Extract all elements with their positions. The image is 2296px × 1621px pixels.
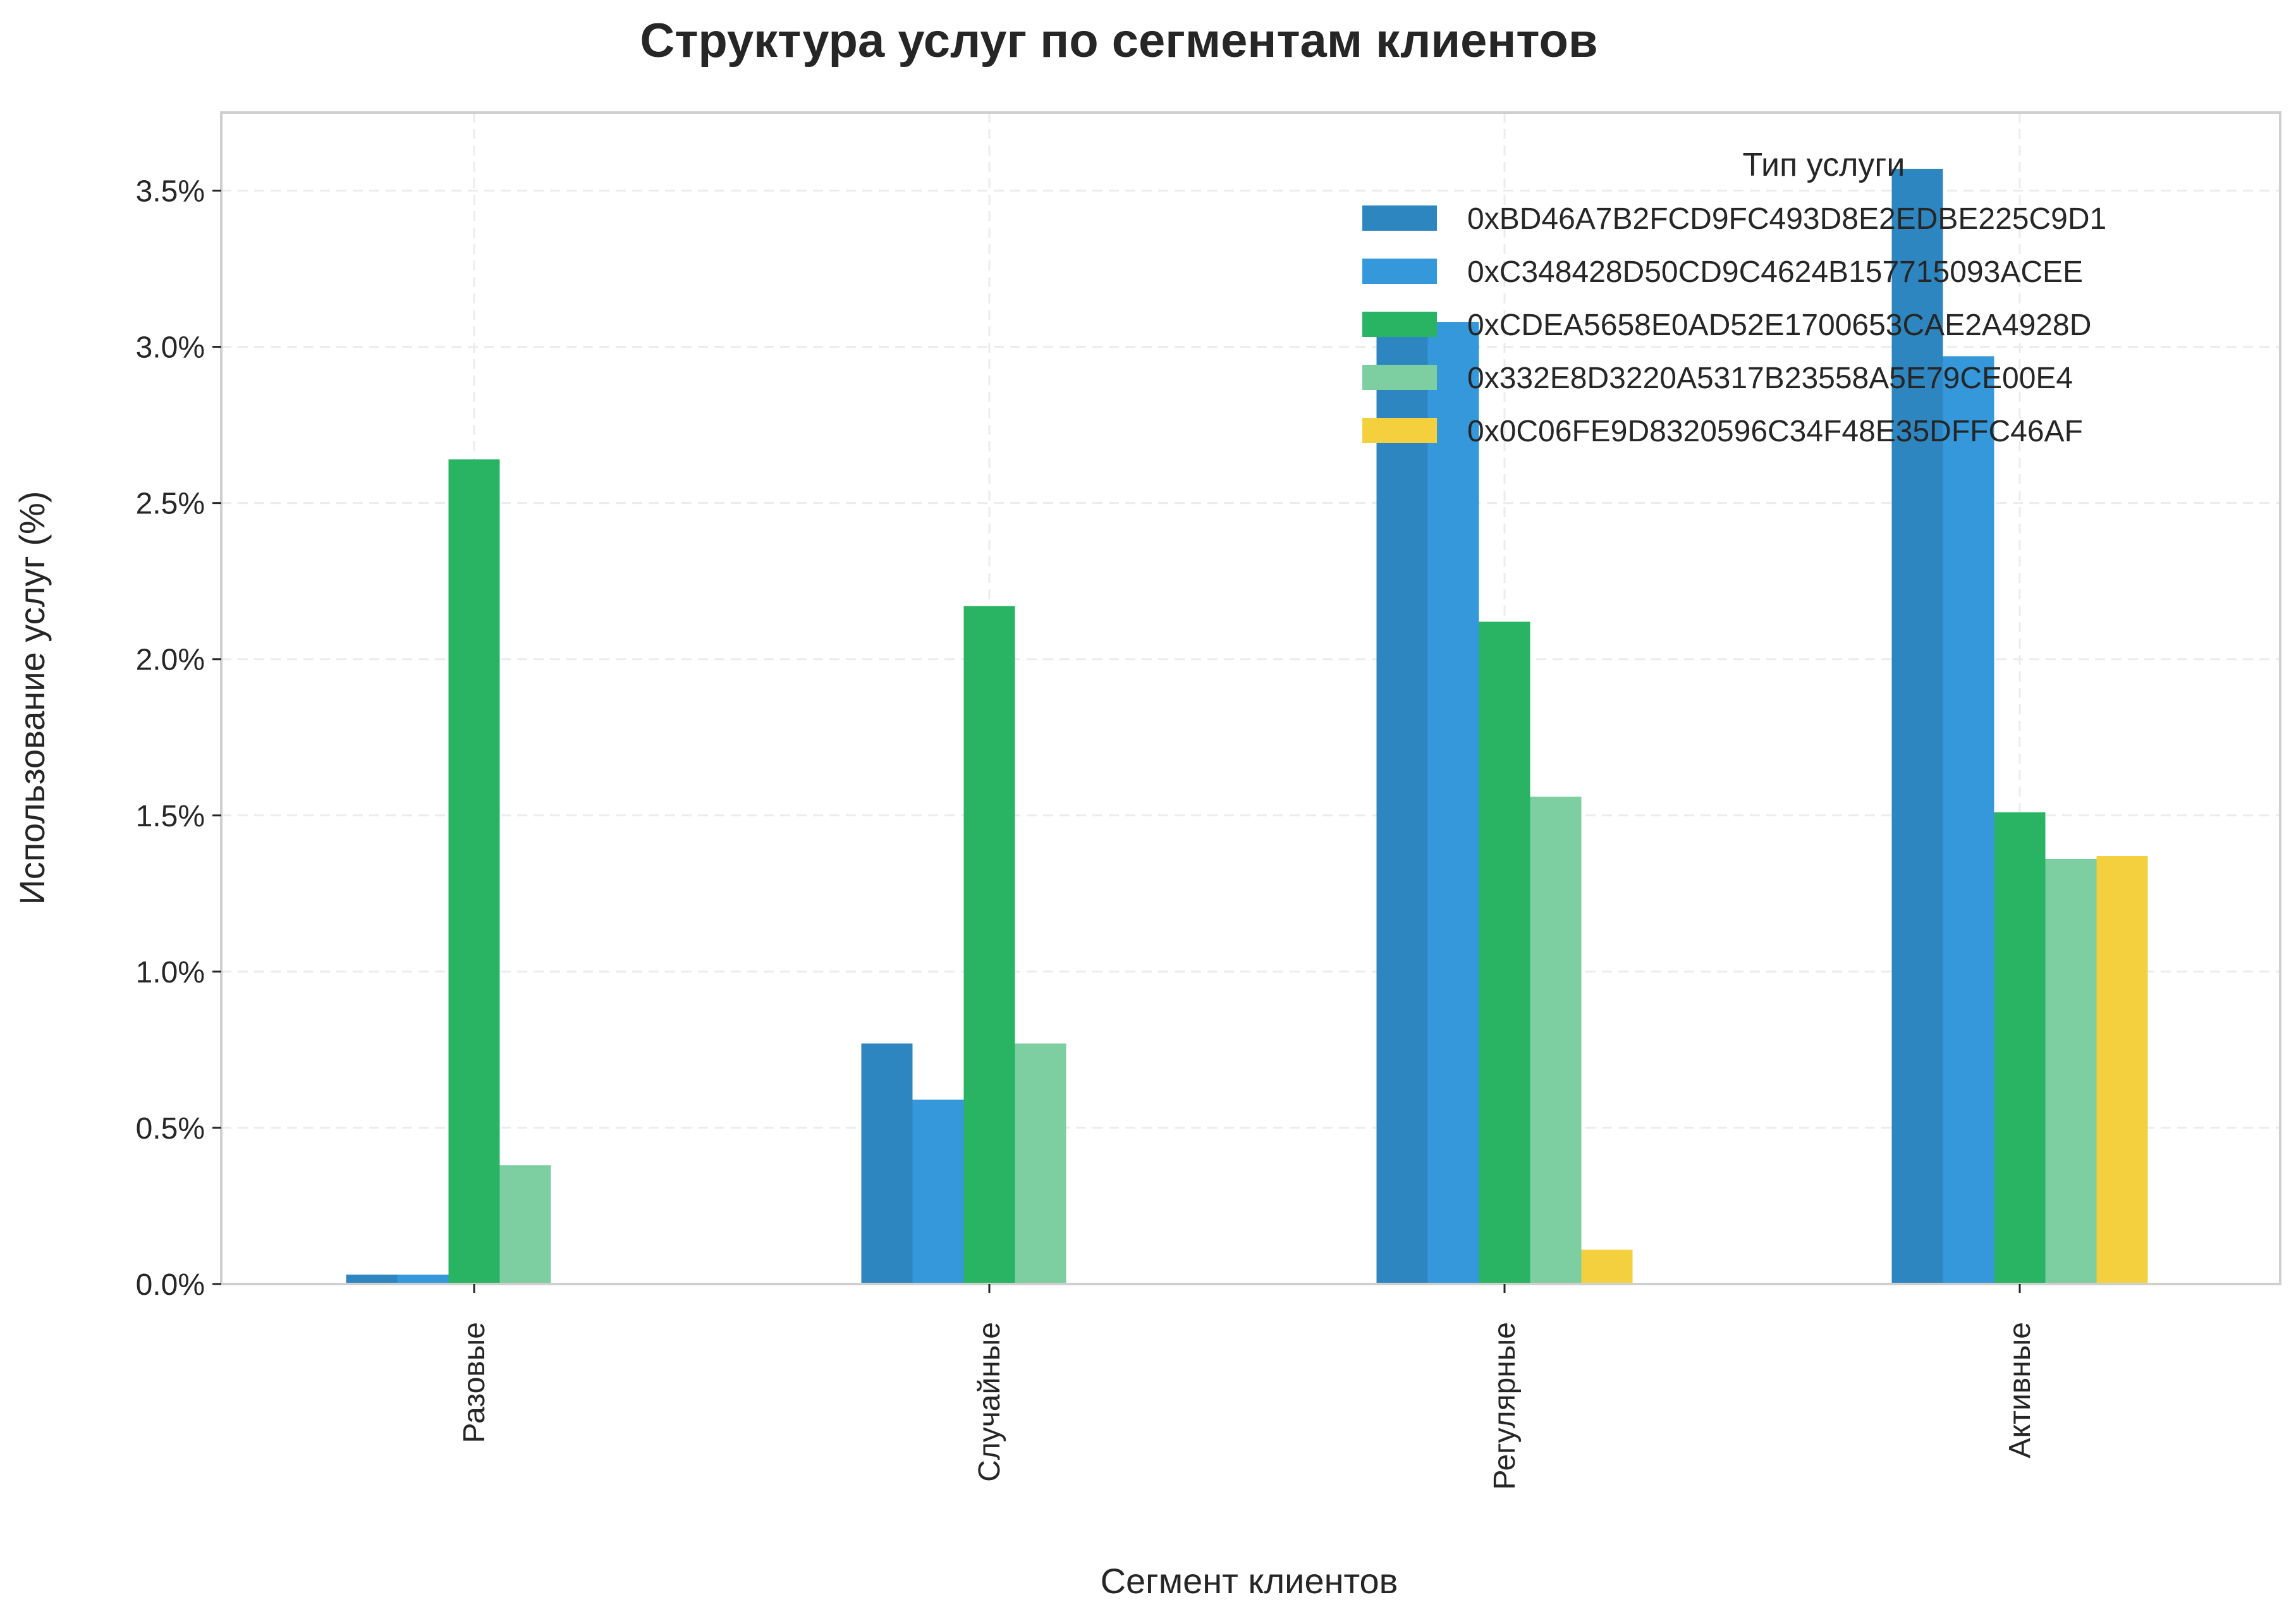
y-tick-label: 0.5% bbox=[136, 1112, 205, 1146]
bars-layer bbox=[346, 168, 2148, 1285]
legend-label: 0xBD46A7B2FCD9FC493D8E2EDBE225C9D1 bbox=[1467, 202, 2106, 236]
legend-label: 0xC348428D50CD9C4624B157715093ACEE bbox=[1467, 255, 2083, 289]
bar bbox=[2045, 859, 2097, 1284]
legend-swatch bbox=[1362, 259, 1437, 284]
x-tick-label: Разовые bbox=[458, 1322, 491, 1443]
legend: Тип услуги 0xBD46A7B2FCD9FC493D8E2EDBE22… bbox=[1362, 147, 2106, 448]
y-tick-label: 1.5% bbox=[136, 800, 205, 833]
legend-label: 0xCDEA5658E0AD52E1700653CAE2A4928D bbox=[1467, 309, 2091, 342]
plot-frame bbox=[220, 111, 2281, 1285]
y-tick-label: 0.0% bbox=[136, 1268, 205, 1302]
y-tick-label: 1.0% bbox=[136, 956, 205, 989]
x-axis-label: Сегмент клиентов bbox=[1101, 1561, 1398, 1601]
y-tick-label: 2.5% bbox=[136, 487, 205, 521]
legend-swatch bbox=[1362, 205, 1437, 231]
y-axis-label: Использование услуг (%) bbox=[12, 491, 52, 905]
bar bbox=[499, 1165, 551, 1284]
y-tick-label: 3.5% bbox=[136, 175, 205, 209]
y-tick-label: 2.0% bbox=[136, 644, 205, 677]
legend-swatch bbox=[1362, 312, 1437, 337]
bar bbox=[448, 459, 500, 1284]
bar bbox=[1943, 356, 1994, 1284]
legend-swatch bbox=[1362, 365, 1437, 390]
chart-title: Структура услуг по сегментам клиентов bbox=[640, 14, 1597, 68]
legend-label: 0x332E8D3220A5317B23558A5E79CE00E4 bbox=[1467, 362, 2073, 395]
legend-label: 0x0C06FE9D8320596C34F48E35DFFC46AF bbox=[1467, 415, 2083, 448]
bar bbox=[1479, 621, 1530, 1285]
x-tick-label: Активные bbox=[2003, 1322, 2037, 1459]
x-tick-label: Случайные bbox=[973, 1322, 1006, 1482]
bar bbox=[1530, 797, 1582, 1284]
y-tick-label: 3.0% bbox=[136, 331, 205, 365]
bar bbox=[963, 606, 1015, 1284]
legend-swatch bbox=[1362, 418, 1437, 443]
bar bbox=[912, 1099, 964, 1284]
bar bbox=[1994, 812, 2046, 1284]
bar bbox=[1015, 1043, 1066, 1284]
y-axis: 0.0% 0.5% 1.0% 1.5% 2.0% 2.5% 3.0% 3.5% bbox=[136, 175, 221, 1302]
bar bbox=[1891, 168, 1943, 1285]
bar bbox=[346, 1275, 398, 1284]
x-axis: Разовые Случайные Регулярные Активные bbox=[458, 1284, 2037, 1489]
bar bbox=[2096, 856, 2148, 1284]
legend-title: Тип услуги bbox=[1743, 147, 1905, 183]
bar bbox=[861, 1043, 913, 1284]
x-tick-label: Регулярные bbox=[1488, 1322, 1522, 1489]
bar bbox=[397, 1275, 449, 1284]
bar bbox=[1427, 322, 1479, 1284]
bar bbox=[1376, 322, 1428, 1284]
bar bbox=[1581, 1249, 1633, 1284]
